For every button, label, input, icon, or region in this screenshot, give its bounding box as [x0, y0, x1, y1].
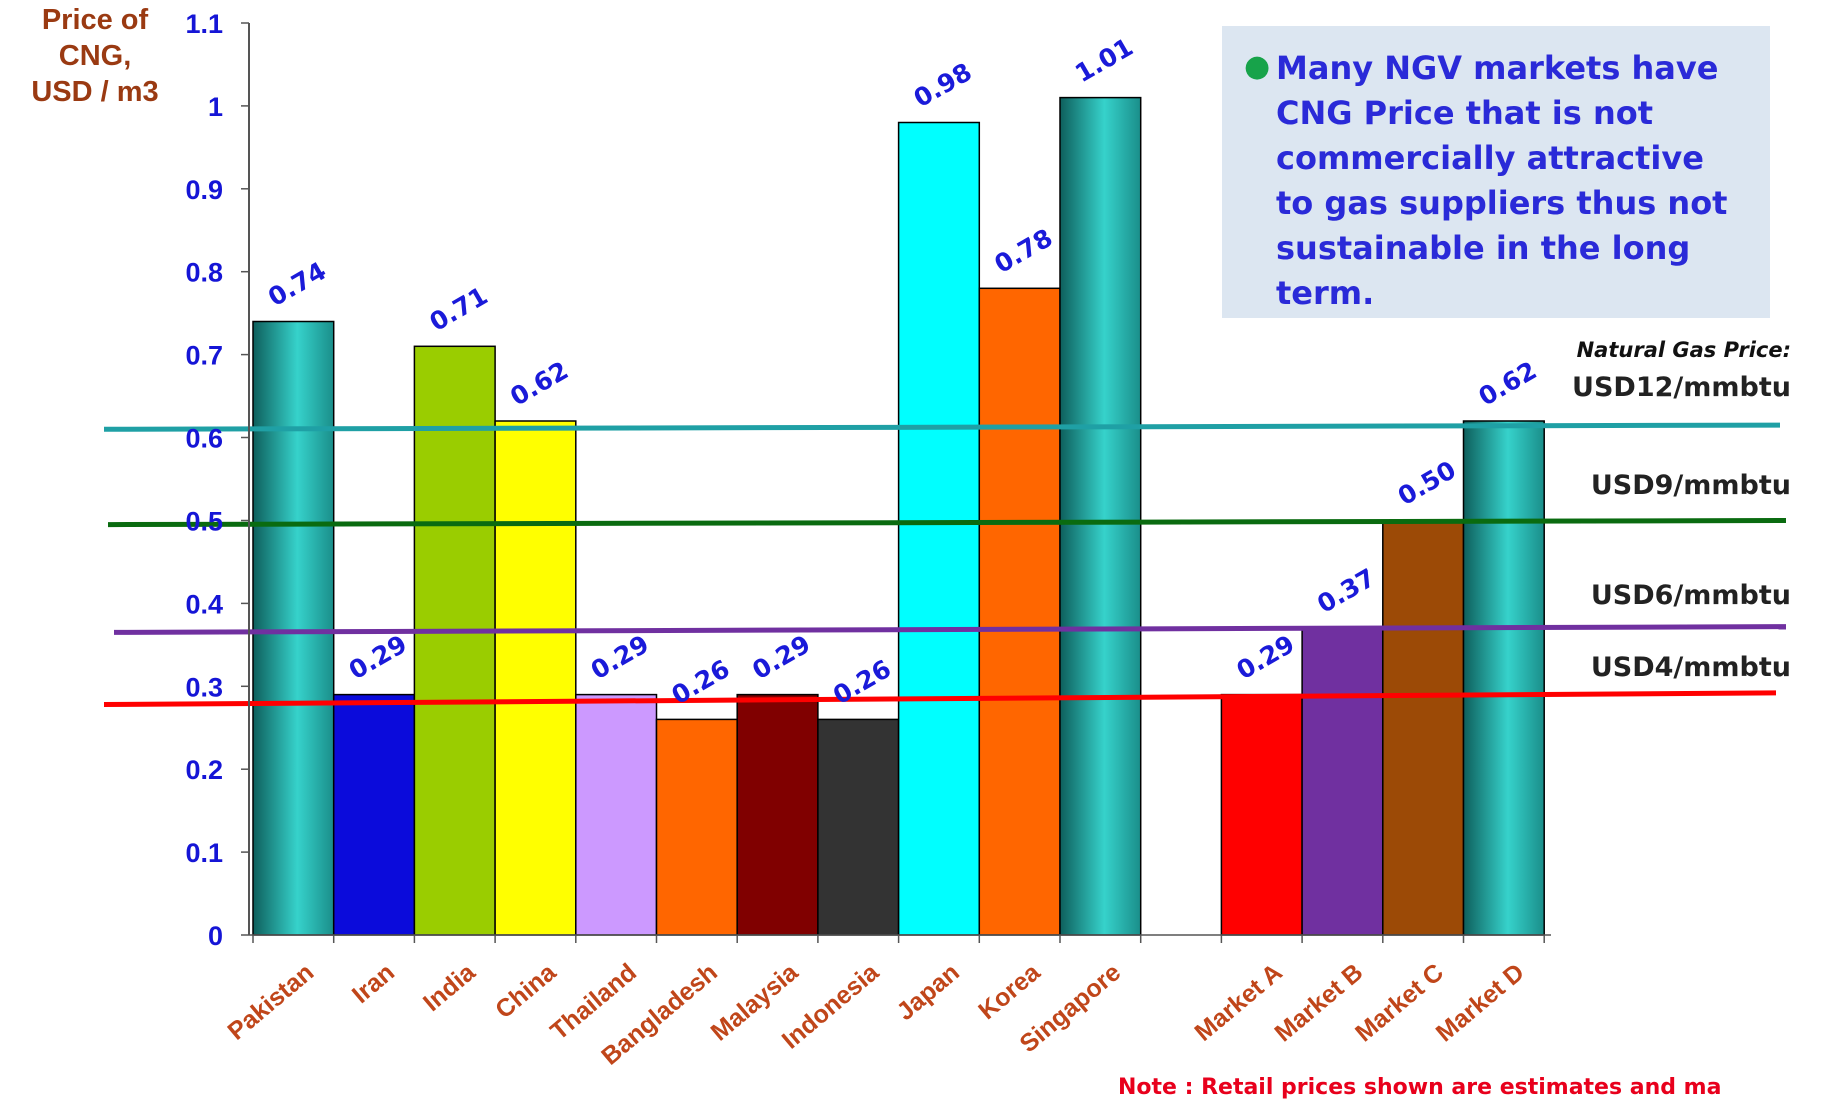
y-tick-label: 0.5: [185, 507, 223, 537]
data-label: 0.62: [1474, 356, 1542, 412]
y-tick-label: 0.6: [185, 424, 223, 454]
data-label: 0.71: [425, 281, 493, 337]
bar-india: [413, 345, 496, 936]
category-label: China: [490, 957, 562, 1024]
ref-line-label-usd9: USD9/mmbtu: [1590, 470, 1791, 501]
category-label: Market C: [1350, 958, 1449, 1047]
data-label: 0.29: [1232, 629, 1300, 685]
bar-bangladesh: [655, 718, 738, 936]
y-tick-label: 0.7: [185, 341, 223, 371]
bar-market-d: [1462, 420, 1545, 936]
y-tick-label: 0.2: [185, 755, 223, 785]
category-label: Iran: [347, 958, 400, 1009]
y-tick-label: 0.4: [185, 589, 223, 619]
y-axis: 0 0.1 0.2 0.3 0.4 0.5 0.6 0.7 0.8 0.9 1 1.1: [185, 9, 1551, 951]
ref-line-label-usd4: USD4/mmbtu: [1590, 652, 1791, 683]
footnote: Note : Retail prices shown are estimates…: [1118, 1075, 1722, 1100]
data-label: 0.37: [1312, 563, 1380, 619]
data-label: 0.50: [1393, 455, 1461, 511]
data-label: 0.98: [909, 57, 977, 113]
y-tick-label: 0.1: [185, 838, 223, 868]
category-label: Pakistan: [222, 958, 319, 1046]
data-label: 0.29: [344, 629, 412, 685]
callout-text: Many NGV markets have CNG Price that is …: [1276, 49, 1728, 312]
bar-china: [494, 420, 577, 936]
reference-line-usd6-mmbtu: [113, 624, 1787, 635]
bar-market-b: [1301, 627, 1384, 936]
bar-iran: [332, 693, 416, 936]
category-label: Market B: [1269, 958, 1368, 1047]
bar-thailand: [575, 693, 658, 936]
bar-japan: [897, 121, 981, 936]
bullet-icon: ●: [1244, 49, 1271, 84]
data-label: 0.62: [505, 356, 573, 412]
category-label: Japan: [892, 958, 965, 1026]
bar-indonesia: [817, 718, 900, 936]
data-label: 0.78: [989, 223, 1057, 279]
y-axis-title-text: Price of CNG, USD / m3: [31, 4, 159, 108]
y-tick-label: 1: [208, 92, 223, 122]
y-tick-label: 1.1: [185, 9, 223, 39]
ref-line-sub-label: Natural Gas Price:: [1576, 338, 1791, 362]
category-label: Korea: [973, 957, 1046, 1025]
bar-malaysia: [736, 693, 819, 936]
category-label: India: [418, 957, 482, 1017]
reference-line-usd4-mmbtu: [103, 690, 1777, 707]
data-label: 1.01: [1070, 32, 1138, 88]
bar-pakistan: [252, 320, 335, 936]
reference-line-usd9-mmbtu: [107, 518, 1787, 528]
category-label: Market A: [1189, 958, 1287, 1047]
data-label: 0.29: [747, 629, 815, 685]
callout-box: ● Many NGV markets have CNG Price that i…: [1222, 26, 1770, 318]
bar-market-a: [1220, 693, 1303, 936]
bar-korea: [978, 287, 1061, 936]
bars-layer: [252, 96, 1545, 936]
y-tick-label: 0.9: [185, 175, 223, 205]
data-label: 0.74: [263, 256, 331, 312]
reference-lines-layer: [103, 422, 1787, 707]
reference-line-usd12-mmbtu: [103, 422, 1781, 432]
y-axis-title: Price of CNG, USD / m3: [0, 2, 190, 110]
bar-singapore: [1059, 96, 1142, 936]
category-label: Market D: [1431, 958, 1530, 1047]
y-tick-label: 0.8: [185, 258, 223, 288]
y-tick-label: 0.3: [185, 672, 223, 702]
bar-market-c: [1382, 519, 1465, 936]
ref-line-label-usd12: USD12/mmbtu: [1572, 372, 1791, 403]
ref-line-label-usd6: USD6/mmbtu: [1590, 580, 1791, 611]
y-tick-label: 0: [208, 921, 223, 951]
category-labels-layer: Pakistan Iran India ChinaThailandBangladesh…: [222, 957, 1529, 1070]
data-label: 0.29: [586, 629, 654, 685]
